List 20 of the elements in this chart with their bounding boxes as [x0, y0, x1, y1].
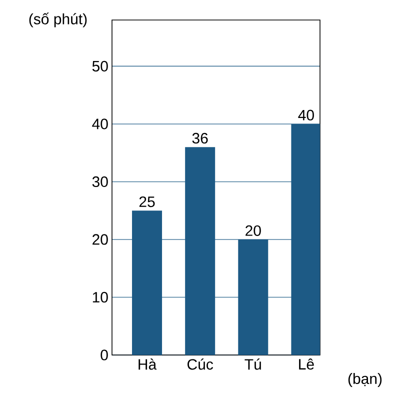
data-label: 20: [246, 225, 261, 236]
y-tick-label: 10: [92, 292, 108, 303]
y-tick-label: 20: [92, 234, 108, 245]
bar: [185, 147, 216, 355]
x-tick-label: Tú: [244, 358, 261, 370]
data-label: 36: [192, 132, 208, 144]
y-axis-title: (số phút): [29, 12, 87, 28]
x-tick-label: Lê: [299, 358, 314, 370]
bar: [238, 239, 268, 355]
x-tick-label: Cúc: [188, 358, 214, 370]
data-label: 40: [298, 110, 314, 120]
x-tick-label: Hà: [138, 358, 157, 370]
y-tick-label: 30: [92, 176, 108, 188]
bar: [132, 210, 162, 355]
data-label: 25: [139, 196, 155, 208]
x-axis-title: (bạn): [348, 373, 382, 387]
y-tick-label: 50: [92, 60, 108, 72]
y-tick-label: 40: [92, 118, 108, 130]
bar: [291, 124, 320, 355]
y-tick-label: 0: [100, 350, 108, 360]
